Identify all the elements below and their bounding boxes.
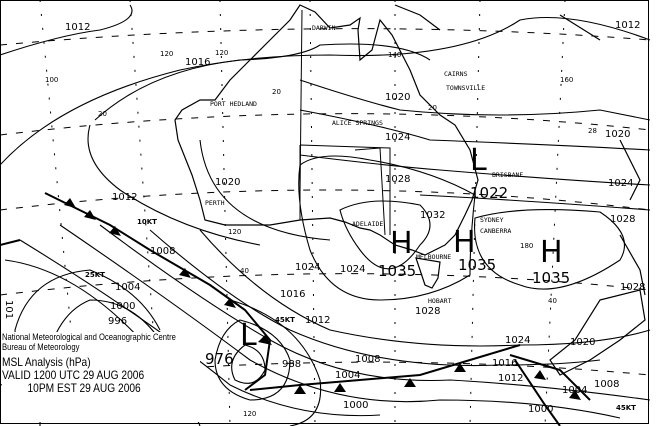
- grid-label: 40: [240, 267, 249, 275]
- isobar-label: 1024: [608, 178, 633, 189]
- isobar-label: 1008: [594, 379, 619, 390]
- isobar-label: 1028: [620, 282, 645, 293]
- isobar-label: 1012: [498, 373, 523, 384]
- grid-label: 100: [45, 76, 58, 84]
- grid-labels: 100 120 140 160 180 20 20 20 28 40 40 12…: [45, 49, 597, 418]
- pressure-centres: H 1035 H 1035 H 1035 L 1022 L 976: [205, 143, 570, 368]
- map-legend: National Meteorological and Oceanographi…: [2, 332, 200, 422]
- high-centre-value: 1035: [458, 256, 496, 274]
- grid-label: 180: [520, 242, 533, 250]
- high-centre-symbol: H: [540, 235, 563, 270]
- grid-label: 20: [98, 110, 107, 118]
- isobar-label: 1004: [335, 370, 360, 381]
- city-melbourne: MELBOURNE: [416, 253, 451, 261]
- isobar-label: 1024: [505, 335, 530, 346]
- valid-time-local: 10PM EST 29 AUG 2006: [27, 381, 141, 395]
- low-centre-value: 1022: [470, 184, 508, 202]
- isobar-label: 1012: [305, 315, 330, 326]
- grid-label: 160: [560, 76, 573, 84]
- grid-label: 20: [272, 88, 281, 96]
- isobar-labels: 1012 1012 1016 1020 1020 1020 1024 1024 …: [3, 20, 645, 415]
- city-cairns: CAIRNS: [444, 70, 468, 78]
- wind-label: 10KT: [137, 218, 157, 226]
- city-port-hedland: PORT HEDLAND: [210, 100, 257, 108]
- wind-labels: 10KT 25KT 45KT 45KT: [85, 218, 636, 412]
- isobar-label: 1004: [115, 282, 140, 293]
- isobar-label: 1024: [385, 132, 410, 143]
- isobar-label: 1020: [570, 337, 595, 348]
- city-hobart: HOBART: [428, 297, 452, 305]
- isobar-label: 1012: [112, 192, 137, 203]
- isobar-label: 988: [282, 359, 301, 370]
- isobar-label: 1028: [415, 306, 440, 317]
- high-centre-symbol: H: [453, 225, 476, 260]
- wind-label: 45KT: [275, 316, 295, 324]
- high-centre-symbol: H: [390, 226, 413, 261]
- isobar-label: 1012: [65, 22, 90, 33]
- isobar-label: 1028: [385, 174, 410, 185]
- bureau-name: Bureau of Meteorology: [2, 342, 80, 352]
- low-centre-value: 976: [205, 350, 234, 368]
- high-centre-value: 1035: [378, 262, 416, 280]
- map-title: MSL Analysis (hPa): [2, 355, 91, 369]
- grid-label: 140: [388, 51, 401, 59]
- isobar-label: 1028: [610, 214, 635, 225]
- low-centre-symbol: L: [240, 318, 257, 353]
- isobar-label: 1020: [215, 177, 240, 188]
- grid-label: 120: [160, 50, 173, 58]
- low-centre-symbol: L: [470, 143, 487, 178]
- grid-label: 28: [588, 127, 597, 135]
- isobars: [0, 4, 651, 426]
- isobar-label: 1024: [340, 264, 365, 275]
- cold-fronts[interactable]: [0, 192, 591, 426]
- city-brisbane: BRISBANE: [492, 171, 523, 179]
- isobar-label: 1024: [295, 262, 320, 273]
- isobar-label: 1008: [355, 354, 380, 365]
- grid-label: 40: [548, 297, 557, 305]
- isobar-label: 1000: [110, 301, 135, 312]
- isobar-label: 101: [3, 300, 14, 319]
- grid-label: 120: [243, 410, 256, 418]
- isobar-label: 1000: [343, 400, 368, 411]
- valid-time-utc: VALID 1200 UTC 29 AUG 2006: [2, 368, 145, 382]
- city-darwin: DARWIN: [312, 24, 336, 32]
- isobar-label: 1012: [615, 20, 640, 31]
- wind-label: 25KT: [85, 271, 105, 279]
- city-perth: PERTH: [205, 199, 225, 207]
- isobar-label: 1016: [492, 358, 517, 369]
- wind-label: 45KT: [616, 404, 636, 412]
- city-alice-springs: ALICE SPRINGS: [332, 119, 383, 127]
- grid-label: 120: [215, 49, 228, 57]
- isobar-label: 1020: [605, 129, 630, 140]
- isobar-label: 1016: [185, 57, 210, 68]
- organisation-name: National Meteorological and Oceanographi…: [2, 332, 176, 342]
- isobar-label: 1004: [562, 385, 587, 396]
- grid-label: 120: [228, 228, 241, 236]
- high-centre-value: 1035: [532, 269, 570, 287]
- grid-label: 20: [428, 104, 437, 112]
- city-sydney: SYDNEY: [480, 216, 504, 224]
- isobar-label: 1032: [420, 210, 445, 221]
- city-adelaide: ADELAIDE: [352, 220, 383, 228]
- isobar-label: 1000: [528, 404, 553, 415]
- city-canberra: CANBERRA: [480, 227, 511, 235]
- isobar-label: 1008: [150, 246, 175, 257]
- isobar-label: 1020: [385, 92, 410, 103]
- city-townsville: TOWNSVILLE: [446, 84, 485, 92]
- coastline-australia: [174, 4, 646, 376]
- state-borders: [299, 9, 391, 236]
- isobar-label: 1016: [280, 289, 305, 300]
- city-labels: DARWIN PORT HEDLAND CAIRNS TOWNSVILLE AL…: [205, 24, 523, 305]
- isobar-label: 996: [108, 316, 127, 327]
